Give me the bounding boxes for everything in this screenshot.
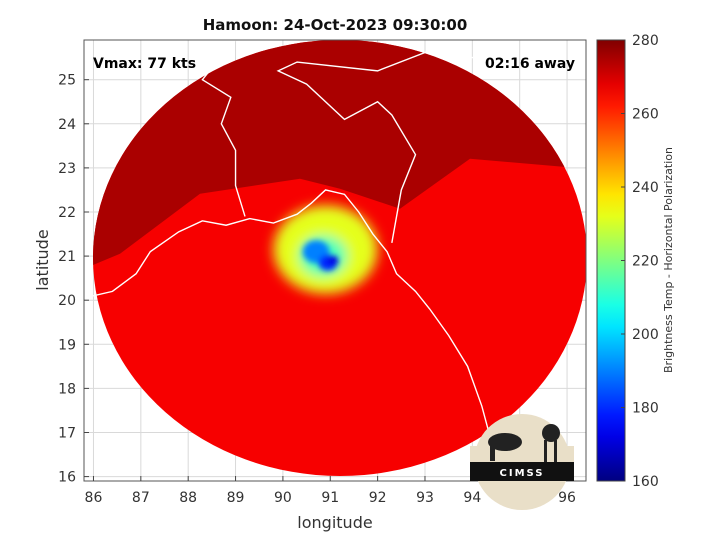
colorbar-tick-label: 220	[632, 254, 659, 270]
colorbar-tick-label: 260	[632, 107, 659, 123]
y-tick-label: 21	[58, 249, 76, 265]
swath-land-region	[93, 40, 586, 269]
cold-feature-4	[326, 255, 339, 266]
logo-dish-left	[488, 433, 522, 451]
y-tick-label: 25	[58, 73, 76, 89]
x-tick-label: 87	[132, 490, 150, 506]
logo-dish-mast	[490, 445, 495, 461]
colorbar-tick-label: 240	[632, 180, 659, 196]
y-tick-label: 23	[58, 161, 76, 177]
plot-area	[84, 40, 586, 477]
logo-text: CIMSS	[500, 468, 545, 479]
colorbar-ticks: 160 180 200 220 240 260 280	[621, 33, 659, 490]
colorbar-tick-label: 160	[632, 474, 659, 490]
coastline	[84, 40, 520, 477]
border-east	[276, 40, 520, 243]
y-tick-label: 24	[58, 117, 76, 133]
cimss-logo: CIMSS	[470, 414, 574, 510]
x-tick-label: 88	[179, 490, 197, 506]
time-away-annotation: 02:16 away	[485, 56, 575, 72]
y-tick-label: 22	[58, 205, 76, 221]
y-tick-label: 20	[58, 293, 76, 309]
x-axis-label: longitude	[297, 513, 372, 532]
x-tick-label: 90	[274, 490, 292, 506]
vmax-annotation: Vmax: 77 kts	[93, 56, 196, 72]
x-tick-label: 92	[369, 490, 387, 506]
storm-core	[302, 240, 339, 271]
colorbar-label: Brightness Temp - Horizontal Polarizatio…	[662, 147, 675, 373]
logo-water-tower	[542, 424, 560, 442]
x-tick-label: 89	[227, 490, 245, 506]
border-west	[201, 40, 246, 217]
colorbar-tick-label: 280	[632, 33, 659, 49]
y-tick-label: 18	[58, 381, 76, 397]
x-tick-label: 91	[321, 490, 339, 506]
y-tick-label: 16	[58, 470, 76, 486]
plot-frame	[83, 39, 587, 482]
y-tick-label: 19	[58, 337, 76, 353]
y-axis: 16 17 18 19 20 21 22 23 24 25	[58, 73, 89, 486]
x-tick-label: 93	[416, 490, 434, 506]
chart-title: Hamoon: 24-Oct-2023 09:30:00	[203, 16, 468, 34]
y-axis-label: latitude	[33, 229, 52, 290]
x-tick-label: 86	[85, 490, 103, 506]
logo-banner	[470, 462, 574, 481]
colorbar-tick-label: 200	[632, 327, 659, 343]
x-tick-label: 96	[558, 490, 576, 506]
y-tick-label: 17	[58, 425, 76, 441]
coastline-bay	[84, 189, 502, 477]
x-tick-label: 94	[463, 490, 481, 506]
colorbar	[596, 39, 626, 482]
colorbar-tick-label: 180	[632, 401, 659, 417]
